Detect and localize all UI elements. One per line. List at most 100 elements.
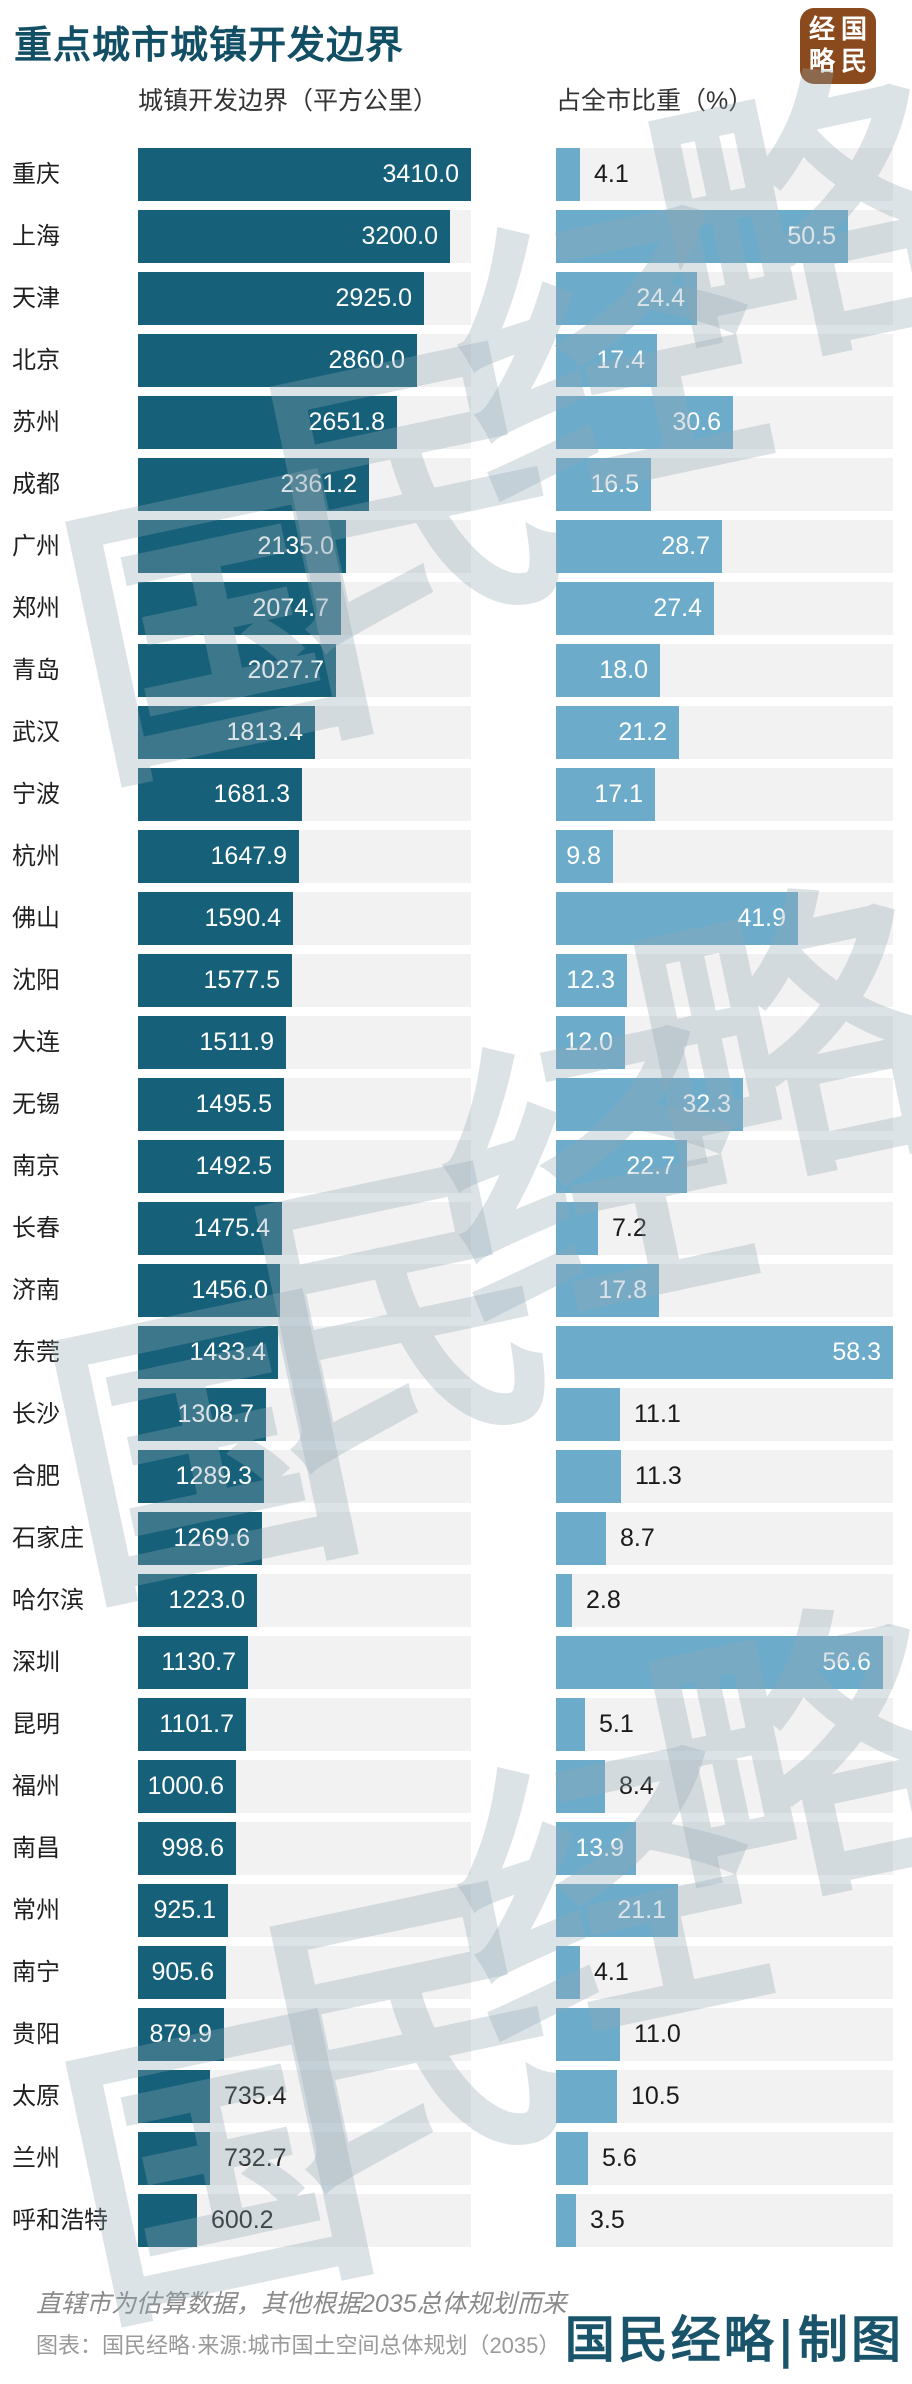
city-label: 上海 <box>12 223 60 250</box>
share-value: 50.5 <box>787 222 836 250</box>
chart-row: 昆明 1101.7 5.1 <box>0 1698 912 1751</box>
share-value: 12.0 <box>564 1028 613 1056</box>
share-bar <box>556 1512 606 1565</box>
share-value: 17.8 <box>598 1276 647 1304</box>
share-bar-track: 2.8 <box>556 1574 893 1627</box>
share-bar <box>556 1636 883 1689</box>
boundary-value: 1495.5 <box>195 1090 272 1118</box>
share-bar-track: 4.1 <box>556 148 893 201</box>
boundary-value: 2361.2 <box>280 470 357 498</box>
boundary-bar-track: 1308.7 <box>138 1388 471 1441</box>
share-value: 21.2 <box>618 718 667 746</box>
boundary-bar <box>138 830 299 883</box>
chart-row: 南宁 905.6 4.1 <box>0 1946 912 1999</box>
boundary-value: 2074.7 <box>252 594 329 622</box>
share-bar <box>556 644 660 697</box>
boundary-bar <box>138 458 369 511</box>
share-bar-track: 41.9 <box>556 892 893 945</box>
chart-row: 佛山 1590.4 41.9 <box>0 892 912 945</box>
city-label: 广州 <box>12 533 60 560</box>
city-label: 杭州 <box>12 843 60 870</box>
boundary-bar-track: 1492.5 <box>138 1140 471 1193</box>
city-label: 武汉 <box>12 719 60 746</box>
share-value: 41.9 <box>737 904 786 932</box>
city-label: 昆明 <box>12 1711 60 1738</box>
boundary-bar-track: 1289.3 <box>138 1450 471 1503</box>
boundary-bar <box>138 582 341 635</box>
boundary-value: 1289.3 <box>175 1462 252 1490</box>
logo-char: 民 <box>840 47 867 77</box>
share-bar-track: 3.5 <box>556 2194 893 2247</box>
page-title: 重点城市城镇开发边界 <box>14 25 405 67</box>
boundary-bar <box>138 334 417 387</box>
chart-row: 苏州 2651.8 30.6 <box>0 396 912 449</box>
city-label: 南昌 <box>12 1835 60 1862</box>
share-value: 8.4 <box>619 1772 654 1800</box>
share-value: 3.5 <box>590 2206 625 2234</box>
boundary-value: 1000.6 <box>147 1772 224 1800</box>
share-bar <box>556 1574 572 1627</box>
share-bar <box>556 1760 605 1813</box>
boundary-bar <box>138 1698 246 1751</box>
chart-row: 杭州 1647.9 9.8 <box>0 830 912 883</box>
share-bar <box>556 396 733 449</box>
boundary-bar-track: 2925.0 <box>138 272 471 325</box>
chart-row: 成都 2361.2 16.5 <box>0 458 912 511</box>
city-label: 合肥 <box>12 1463 60 1490</box>
share-value: 11.1 <box>634 1400 681 1428</box>
share-bar-track: 5.1 <box>556 1698 893 1751</box>
boundary-bar-track: 600.2 <box>138 2194 471 2247</box>
city-label: 太原 <box>12 2083 60 2110</box>
share-value: 22.7 <box>626 1152 675 1180</box>
share-bar-track: 30.6 <box>556 396 893 449</box>
share-bar <box>556 520 722 573</box>
city-label: 无锡 <box>12 1091 60 1118</box>
boundary-bar <box>138 1202 282 1255</box>
chart-row: 重庆 3410.0 4.1 <box>0 148 912 201</box>
boundary-bar <box>138 2070 210 2123</box>
boundary-value: 732.7 <box>224 2144 287 2172</box>
boundary-value: 1308.7 <box>177 1400 254 1428</box>
city-label: 兰州 <box>12 2145 60 2172</box>
boundary-bar-track: 925.1 <box>138 1884 471 1937</box>
boundary-value: 3200.0 <box>361 222 438 250</box>
share-bar <box>556 1078 743 1131</box>
boundary-bar-track: 1813.4 <box>138 706 471 759</box>
boundary-bar <box>138 1016 286 1069</box>
boundary-bar-track: 1223.0 <box>138 1574 471 1627</box>
source-attribution: 图表：国民经略·来源:城市国土空间总体规划（2035） <box>36 2333 561 2358</box>
share-value: 32.3 <box>682 1090 731 1118</box>
boundary-bar-track: 2074.7 <box>138 582 471 635</box>
boundary-bar-track: 735.4 <box>138 2070 471 2123</box>
city-label: 常州 <box>12 1897 60 1924</box>
share-bar <box>556 210 848 263</box>
share-value: 11.3 <box>635 1462 682 1490</box>
boundary-value: 905.6 <box>151 1958 214 1986</box>
city-label: 哈尔滨 <box>12 1587 84 1614</box>
boundary-value: 998.6 <box>161 1834 224 1862</box>
share-bar-track: 10.5 <box>556 2070 893 2123</box>
boundary-bar-track: 1577.5 <box>138 954 471 1007</box>
boundary-value: 1269.6 <box>173 1524 250 1552</box>
share-bar-track: 32.3 <box>556 1078 893 1131</box>
share-bar <box>556 1264 659 1317</box>
share-bar <box>556 2008 620 2061</box>
share-value: 58.3 <box>832 1338 881 1366</box>
boundary-value: 879.9 <box>149 2020 212 2048</box>
boundary-value: 1456.0 <box>191 1276 268 1304</box>
share-bar <box>556 2132 588 2185</box>
share-bar-track: 17.1 <box>556 768 893 821</box>
boundary-bar <box>138 1388 266 1441</box>
boundary-bar-track: 1269.6 <box>138 1512 471 1565</box>
city-label: 济南 <box>12 1277 60 1304</box>
share-value: 11.0 <box>634 2020 681 2048</box>
share-bar <box>556 1450 621 1503</box>
share-bar <box>556 272 697 325</box>
share-bar-track: 56.6 <box>556 1636 893 1689</box>
share-bar-track: 21.2 <box>556 706 893 759</box>
chart-row: 长沙 1308.7 11.1 <box>0 1388 912 1441</box>
share-value: 5.1 <box>599 1710 634 1738</box>
city-label: 重庆 <box>12 161 60 188</box>
boundary-bar <box>138 2194 197 2247</box>
share-bar-track: 50.5 <box>556 210 893 263</box>
